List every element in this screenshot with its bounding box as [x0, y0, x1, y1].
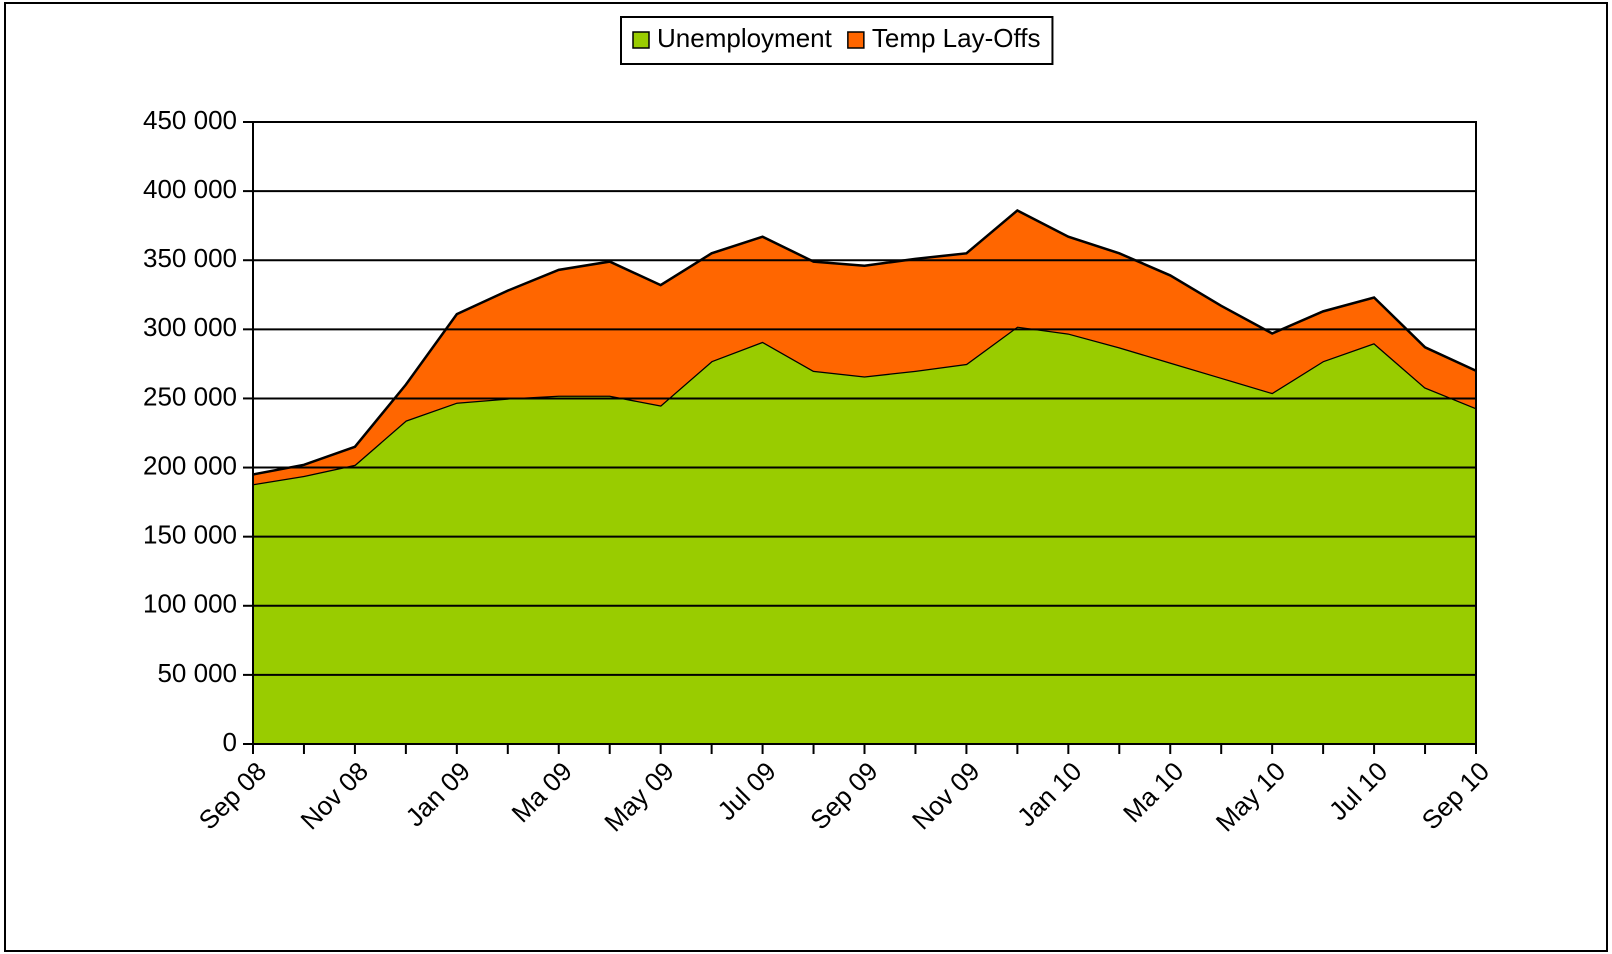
area-edge: [252, 208, 1477, 476]
y-tick-label: 0: [223, 727, 237, 757]
y-tick-label: 100 000: [143, 589, 237, 619]
legend-swatch: [632, 31, 650, 49]
y-tick-label: 250 000: [143, 381, 237, 411]
y-tick-label: 50 000: [157, 658, 237, 688]
y-tick-label: 300 000: [143, 312, 237, 342]
legend-label: Unemployment: [657, 23, 833, 53]
legend-swatch: [847, 31, 865, 49]
area: [253, 210, 1476, 485]
legend-box: [620, 16, 1054, 65]
y-tick-label: 350 000: [143, 243, 237, 273]
legend: Unemployment Temp Lay-Offs: [620, 16, 1054, 65]
y-tick-label: 450 000: [143, 105, 237, 135]
y-tick-label: 150 000: [143, 520, 237, 550]
y-tick-label: 400 000: [143, 174, 237, 204]
legend-label: Temp Lay-Offs: [872, 23, 1041, 53]
y-tick-label: 200 000: [143, 450, 237, 480]
area: [253, 326, 1476, 744]
